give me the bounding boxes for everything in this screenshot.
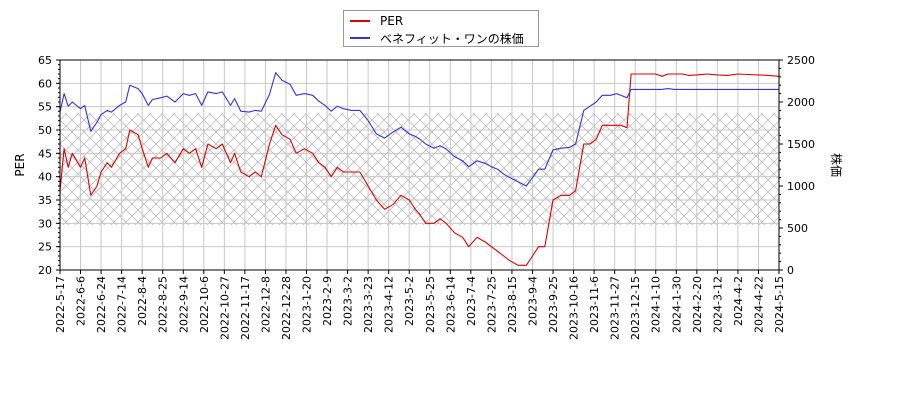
svg-text:2022-8-4: 2022-8-4 xyxy=(136,276,149,326)
svg-text:2500: 2500 xyxy=(787,54,815,67)
x-axis: 2022-5-17 2022-6-6 2022-6-24 2022-7-14 2022-… xyxy=(54,270,786,340)
svg-text:2023-6-14: 2023-6-14 xyxy=(444,276,457,333)
legend-label-price: ベネフィット・ワンの株価 xyxy=(380,31,524,46)
plot-frame xyxy=(59,59,780,271)
svg-text:2022-7-14: 2022-7-14 xyxy=(116,276,129,333)
svg-text:2000: 2000 xyxy=(787,96,815,109)
svg-text:2024-3-12: 2024-3-12 xyxy=(711,276,724,333)
svg-text:2023-2-9: 2023-2-9 xyxy=(321,276,334,326)
svg-text:2023-9-4: 2023-9-4 xyxy=(526,276,539,326)
svg-text:2022-6-6: 2022-6-6 xyxy=(75,276,88,326)
svg-text:2022-10-6: 2022-10-6 xyxy=(198,276,211,333)
svg-text:2022-8-25: 2022-8-25 xyxy=(157,276,170,333)
svg-text:2022-11-17: 2022-11-17 xyxy=(239,276,252,340)
svg-text:30: 30 xyxy=(38,217,52,230)
svg-text:2022-9-14: 2022-9-14 xyxy=(177,276,190,333)
legend-item-per: PER xyxy=(350,13,403,29)
svg-text:2024-5-15: 2024-5-15 xyxy=(773,276,786,333)
legend-item-price: ベネフィット・ワンの株価 xyxy=(350,30,524,46)
svg-text:2023-5-25: 2023-5-25 xyxy=(424,276,437,333)
stock-price-line xyxy=(59,72,779,187)
svg-text:2023-8-15: 2023-8-15 xyxy=(506,276,519,333)
svg-text:40: 40 xyxy=(38,171,52,184)
shaded-band xyxy=(60,113,779,226)
svg-text:2024-2-20: 2024-2-20 xyxy=(691,276,704,333)
svg-text:20: 20 xyxy=(38,264,52,277)
svg-text:2023-3-2: 2023-3-2 xyxy=(342,276,355,326)
svg-text:2022-5-17: 2022-5-17 xyxy=(54,276,67,333)
svg-text:2023-4-12: 2023-4-12 xyxy=(383,276,396,333)
svg-text:2023-7-4: 2023-7-4 xyxy=(465,276,478,326)
svg-text:50: 50 xyxy=(38,124,52,137)
per-line xyxy=(59,73,780,266)
svg-text:2022-12-8: 2022-12-8 xyxy=(259,276,272,333)
svg-text:2023-1-20: 2023-1-20 xyxy=(301,276,314,333)
legend: PER ベネフィット・ワンの株価 xyxy=(343,10,539,47)
svg-text:2023-9-25: 2023-9-25 xyxy=(547,276,560,333)
svg-text:60: 60 xyxy=(38,77,52,90)
svg-text:2024-4-2: 2024-4-2 xyxy=(732,276,745,326)
svg-text:2023-11-27: 2023-11-27 xyxy=(609,276,622,340)
svg-text:2023-11-6: 2023-11-6 xyxy=(588,276,601,333)
svg-text:35: 35 xyxy=(38,194,52,207)
right-axis-title: 株価 xyxy=(829,153,844,177)
svg-text:2022-12-28: 2022-12-28 xyxy=(280,276,293,340)
svg-text:45: 45 xyxy=(38,147,52,160)
svg-text:1000: 1000 xyxy=(787,180,815,193)
legend-label-per: PER xyxy=(380,14,404,28)
svg-text:2024-1-30: 2024-1-30 xyxy=(670,276,683,333)
gridlines xyxy=(59,59,780,271)
svg-text:0: 0 xyxy=(787,264,794,277)
svg-text:25: 25 xyxy=(38,241,52,254)
right-y-axis: 0 500 1000 1500 2000 2500 xyxy=(779,54,815,277)
svg-text:2024-1-10: 2024-1-10 xyxy=(650,276,663,333)
left-y-axis: 20 25 30 35 40 45 50 55 60 65 xyxy=(38,54,60,277)
svg-text:65: 65 xyxy=(38,54,52,67)
svg-text:2023-3-23: 2023-3-23 xyxy=(362,276,375,333)
svg-text:2022-10-27: 2022-10-27 xyxy=(218,276,231,340)
per-swatch-icon xyxy=(350,20,370,22)
price-swatch-icon xyxy=(350,37,370,39)
svg-text:2023-10-16: 2023-10-16 xyxy=(568,276,581,340)
svg-text:2024-4-22: 2024-4-22 xyxy=(752,276,765,333)
left-axis-title: PER xyxy=(13,153,27,176)
svg-text:2022-6-24: 2022-6-24 xyxy=(95,276,108,333)
svg-text:2023-5-2: 2023-5-2 xyxy=(403,276,416,326)
svg-text:1500: 1500 xyxy=(787,138,815,151)
svg-text:500: 500 xyxy=(787,222,808,235)
svg-text:2023-7-25: 2023-7-25 xyxy=(485,276,498,333)
svg-text:55: 55 xyxy=(38,101,52,114)
svg-text:2023-12-15: 2023-12-15 xyxy=(629,276,642,340)
